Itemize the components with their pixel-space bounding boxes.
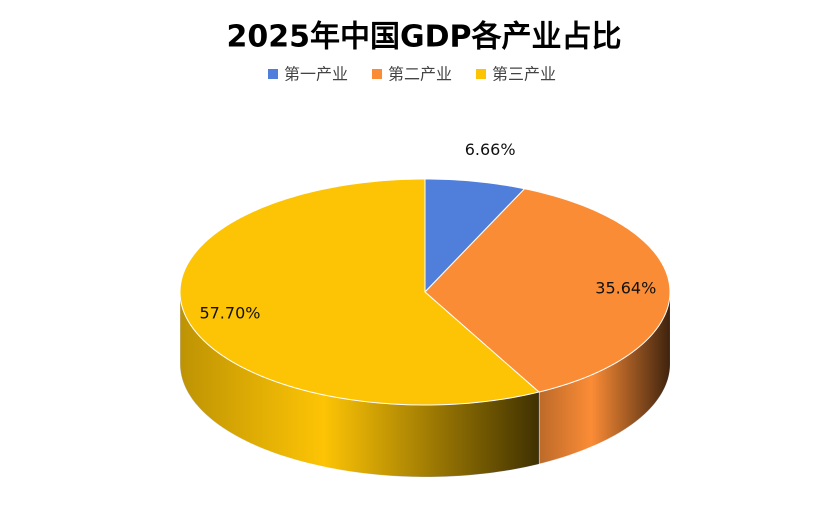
pie-side-shade: [180, 292, 539, 477]
legend-label: 第三产业: [492, 65, 556, 84]
pie-side-shade: [538, 292, 670, 465]
legend-swatch: [268, 69, 278, 79]
pie-slice: [424, 188, 671, 393]
pie-slice: [179, 178, 541, 406]
data-label: 35.64%: [595, 278, 656, 297]
legend-swatch: [476, 69, 486, 79]
legend-label: 第一产业: [284, 65, 348, 84]
pie-slice: [424, 178, 526, 294]
data-label: 6.66%: [465, 140, 516, 159]
data-label: 57.70%: [199, 304, 260, 323]
legend-label: 第二产业: [388, 65, 452, 84]
legend-swatch: [372, 69, 382, 79]
chart-title: 2025年中国GDP各产业占比: [226, 20, 621, 55]
